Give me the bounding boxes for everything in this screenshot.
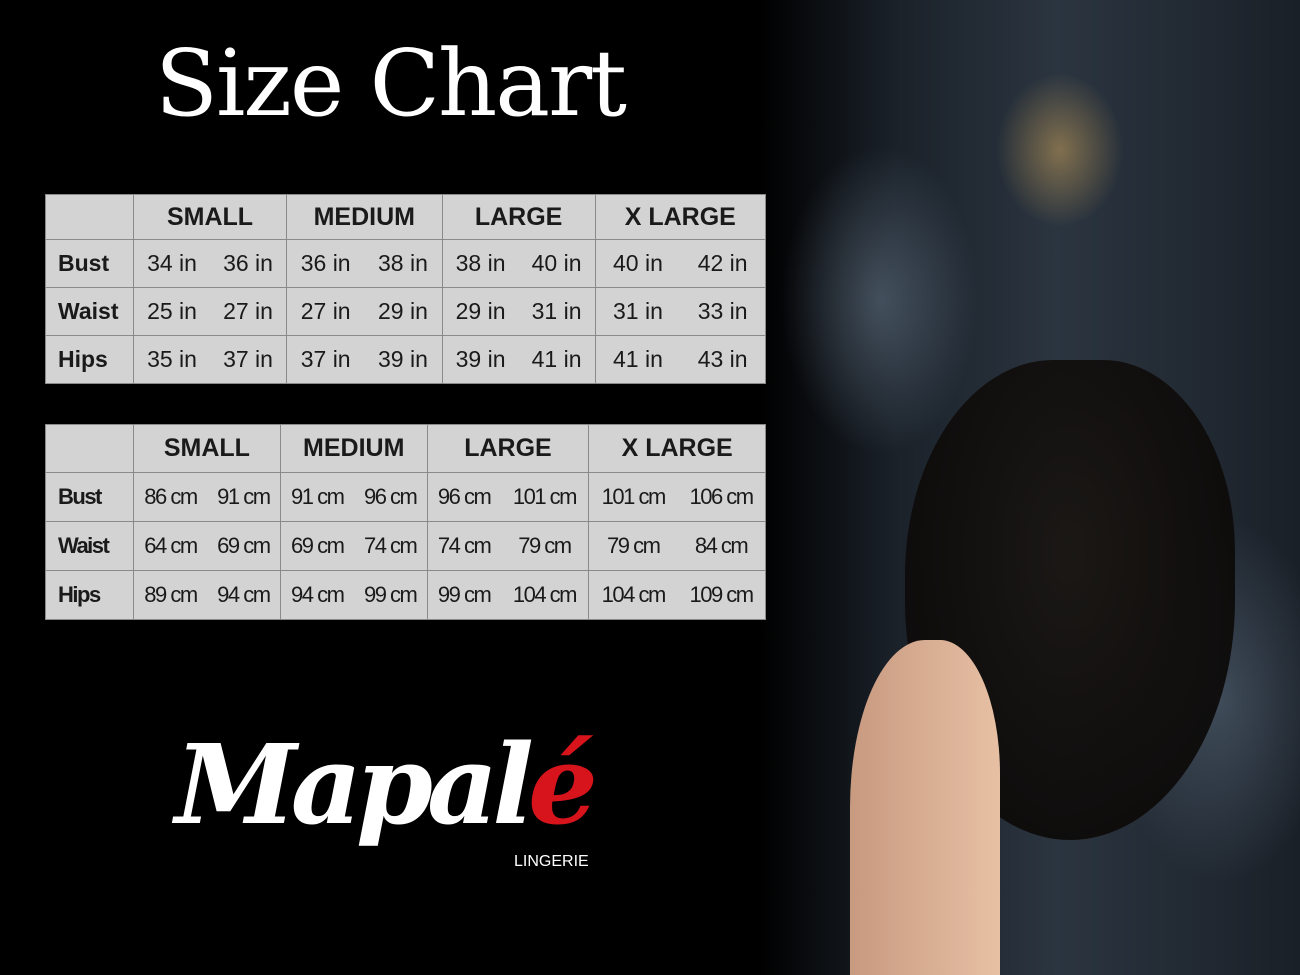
measurement-cell: 27 in xyxy=(286,287,365,336)
row-label: Hips xyxy=(45,570,134,620)
measurement-cell: 39 in xyxy=(441,335,519,384)
size-header: MEDIUM xyxy=(286,194,443,240)
measurement-cell: 106 cm xyxy=(677,472,767,522)
measurement-cell: 69 cm xyxy=(206,521,281,571)
measurement-cell: 84 cm xyxy=(677,521,767,571)
size-header: SMALL xyxy=(132,194,288,240)
measurement-cell: 94 cm xyxy=(206,570,281,620)
measurement-cell: 89 cm xyxy=(132,570,207,620)
measurement-cell: 35 in xyxy=(133,335,211,384)
measurement-cell: 27 in xyxy=(210,287,288,336)
size-header: LARGE xyxy=(426,424,590,473)
size-header: SMALL xyxy=(133,424,281,473)
header-row: SMALL MEDIUM LARGE X LARGE xyxy=(45,194,767,240)
measurement-cell: 36 in xyxy=(210,239,288,288)
measurement-cell: 33 in xyxy=(680,287,767,336)
measurement-cell: 104 cm xyxy=(588,570,678,620)
measurement-cell: 94 cm xyxy=(279,570,354,620)
header-row: SMALL MEDIUM LARGE X LARGE xyxy=(45,424,766,473)
measurement-cell: 29 in xyxy=(364,287,443,336)
brand-logo: Mapalé LINGERIE xyxy=(175,720,615,880)
measurement-cell: 40 in xyxy=(518,239,596,288)
measurement-cell: 37 in xyxy=(210,335,288,384)
measurement-cell: 74 cm xyxy=(426,521,501,571)
measurement-cell: 29 in xyxy=(441,287,519,336)
corner-cell xyxy=(45,424,134,473)
measurement-cell: 86 cm xyxy=(132,472,207,522)
measurement-cell: 39 in xyxy=(364,335,443,384)
measurement-cell: 41 in xyxy=(518,335,596,384)
measurement-cell: 25 in xyxy=(133,287,211,336)
measurement-cell: 69 cm xyxy=(279,521,354,571)
measurement-cell: 101 cm xyxy=(500,472,590,522)
measurement-cell: 96 cm xyxy=(426,472,501,522)
brand-accent: é xyxy=(528,720,598,849)
measurement-cell: 31 in xyxy=(518,287,596,336)
measurement-cell: 91 cm xyxy=(279,472,354,522)
measurement-cell: 43 in xyxy=(680,335,767,384)
measurement-cell: 40 in xyxy=(594,239,681,288)
measurement-cell: 37 in xyxy=(286,335,365,384)
measurement-cell: 101 cm xyxy=(588,472,678,522)
measurement-cell: 34 in xyxy=(133,239,211,288)
corner-cell xyxy=(45,194,134,240)
size-header: X LARGE xyxy=(594,194,767,240)
model-leg xyxy=(850,640,1000,975)
table-row: Bust 86 cm 91 cm 91 cm 96 cm 96 cm 101 cm 101 c… xyxy=(45,472,767,522)
measurement-cell: 99 cm xyxy=(353,570,428,620)
table-row: Bust 34 in 36 in 36 in 38 in 38 in 40 in 40 in 4… xyxy=(45,239,767,288)
page-title: Size Chart xyxy=(154,30,627,137)
measurement-cell: 41 in xyxy=(594,335,681,384)
brand-name: Mapal xyxy=(175,720,534,849)
measurement-cell: 74 cm xyxy=(353,521,428,571)
measurement-cell: 79 cm xyxy=(588,521,678,571)
row-label: Bust xyxy=(45,239,134,288)
size-header: X LARGE xyxy=(588,424,766,473)
row-label: Bust xyxy=(45,472,134,522)
row-label: Waist xyxy=(45,521,134,571)
measurement-cell: 42 in xyxy=(680,239,767,288)
table-row: Waist 25 in 27 in 27 in 29 in 29 in 31 in 31 in… xyxy=(45,287,767,336)
measurement-cell: 36 in xyxy=(286,239,365,288)
measurement-cell: 38 in xyxy=(441,239,519,288)
measurement-cell: 104 cm xyxy=(500,570,590,620)
measurement-cell: 91 cm xyxy=(206,472,281,522)
measurement-cell: 99 cm xyxy=(426,570,501,620)
size-header: LARGE xyxy=(441,194,596,240)
brand-subtitle: LINGERIE xyxy=(514,853,589,870)
table-row: Waist 64 cm 69 cm 69 cm 74 cm 74 cm 79 cm 79 cm… xyxy=(45,521,767,571)
measurement-cell: 109 cm xyxy=(677,570,767,620)
size-header: MEDIUM xyxy=(279,424,428,473)
row-label: Waist xyxy=(45,287,134,336)
measurement-cell: 96 cm xyxy=(353,472,428,522)
table-row: Hips 35 in 37 in 37 in 39 in 39 in 41 in 41 in 4… xyxy=(45,335,767,384)
measurement-cell: 31 in xyxy=(594,287,681,336)
measurement-cell: 38 in xyxy=(364,239,443,288)
measurement-cell: 64 cm xyxy=(132,521,207,571)
size-table-inches: SMALL MEDIUM LARGE X LARGE Bust 34 in 36 in 36 … xyxy=(45,194,767,384)
row-label: Hips xyxy=(45,335,134,384)
measurement-cell: 79 cm xyxy=(500,521,590,571)
table-row: Hips 89 cm 94 cm 94 cm 99 cm 99 cm 104 cm 104 c… xyxy=(45,570,767,620)
size-table-cm: SMALL MEDIUM LARGE X LARGE Bust 86 cm 91 cm 91 … xyxy=(45,424,767,620)
